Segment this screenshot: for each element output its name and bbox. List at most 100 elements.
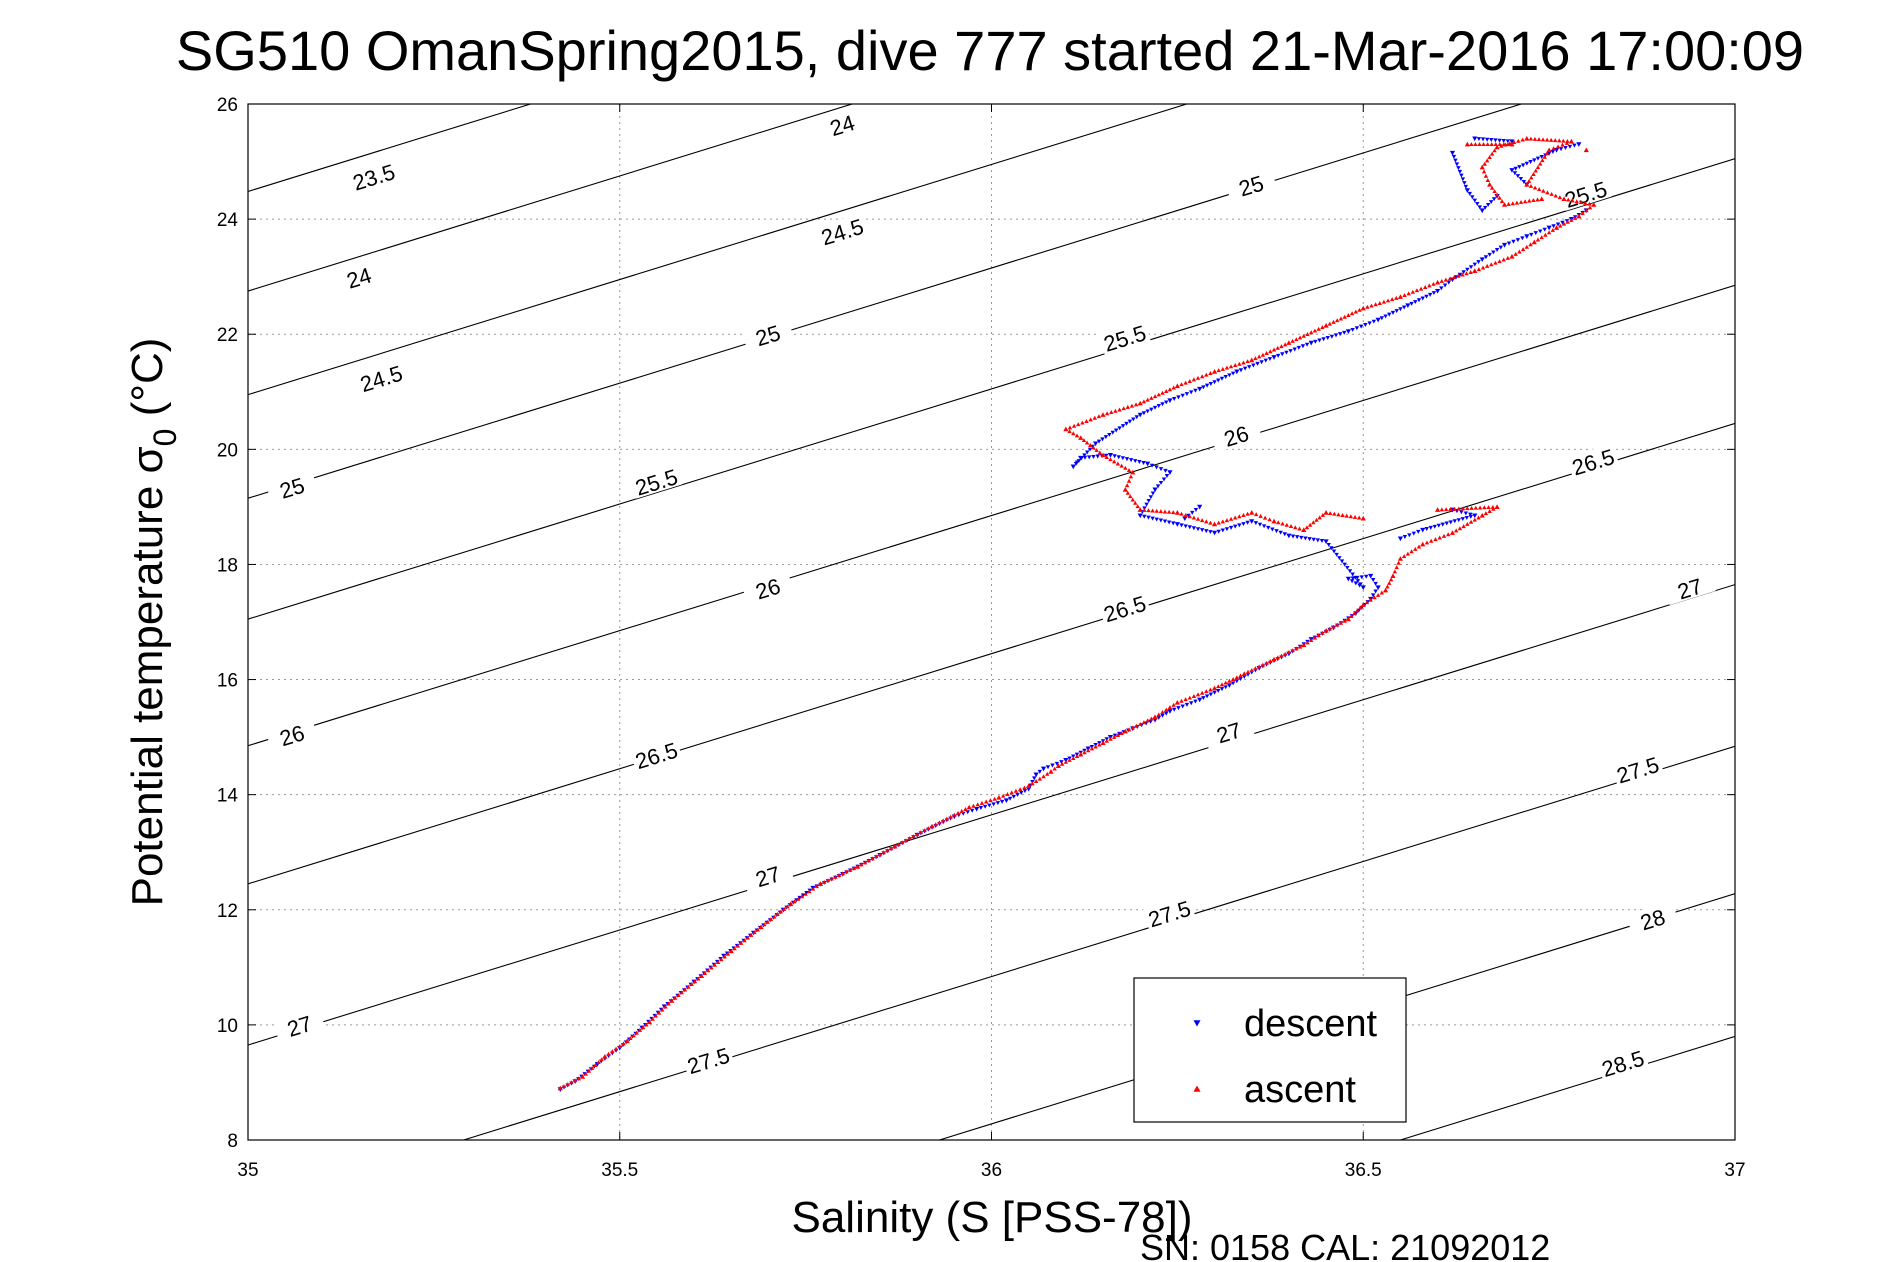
descent-point [1350,327,1355,332]
ascent-point [1141,399,1147,404]
ascent-point [907,836,912,841]
ascent-point [1122,728,1128,734]
legend-label-ascent: ascent [1244,1069,1356,1111]
ascent-point [1312,635,1318,640]
descent-point [1303,536,1308,541]
ascent-point [1574,199,1579,204]
ascent-point [844,869,849,874]
descent-point [1300,344,1306,349]
isopycnal-label-bg [347,158,400,194]
ascent-point [1537,187,1542,192]
ascent-point [1104,411,1110,416]
descent-point [1220,528,1226,533]
descent-point [1520,236,1525,241]
ascent-point [1340,513,1345,517]
descent-point [1100,437,1105,442]
descent-point [1337,332,1343,337]
isopycnal-label-bg [1626,900,1679,937]
ascent-point [1297,526,1302,531]
ascent-point [1528,183,1534,188]
descent-point [1375,585,1381,591]
ascent-point [1557,138,1562,143]
descent-point [1171,397,1177,401]
descent-point [1477,205,1482,210]
isopycnal-label-bg [815,106,869,142]
ascent-point [672,995,678,1000]
ascent-point [1109,410,1114,415]
ascent-point [1443,507,1449,512]
descent-point [1436,523,1441,528]
ascent-point [877,852,883,857]
descent-point [1520,163,1526,168]
ascent-point [1382,587,1389,593]
ascent-point [1484,158,1490,163]
descent-point [1148,719,1153,724]
descent-point [1188,701,1194,706]
ascent-point [940,818,946,823]
ascent-point [862,860,868,865]
ascent-point [569,1080,574,1085]
descent-point [1253,521,1259,526]
ascent-point [1309,330,1314,335]
ascent-point [589,1065,595,1070]
ascent-point [1388,577,1394,582]
descent-point [1497,138,1502,143]
ascent-point [1465,506,1470,511]
ascent-point [988,798,993,803]
ascent-point [1501,202,1508,207]
ascent-point [1115,732,1121,737]
descent-point [1267,357,1273,362]
ascent-point [735,943,741,948]
ascent-point [1352,611,1357,616]
ascent-point [1338,316,1344,321]
descent-point [1515,174,1521,179]
descent-point [1164,400,1169,405]
descent-point [1358,324,1364,329]
ascent-point [975,802,980,807]
ascent-point [1578,200,1584,205]
ascent-point [709,965,714,970]
descent-point [1329,334,1335,339]
descent-point [1290,534,1296,539]
ascent-point [836,873,842,878]
descent-point [1158,518,1164,523]
descent-point [1398,307,1403,312]
ascent-point [1276,520,1281,525]
isopycnal-label-bg [1611,751,1664,787]
ascent-point [1568,138,1575,144]
ascent-point [1076,422,1081,427]
y-axis-label: Potential temperature σ0 (°C) [123,338,183,907]
isopycnal-label-bg [1566,443,1620,479]
ascent-point [1439,278,1444,283]
descent-point [1468,512,1473,517]
descent-point [1353,575,1358,580]
ascent-point [1282,651,1288,656]
ascent-point [1126,467,1132,472]
descent-point [1294,535,1300,540]
ascent-point [712,962,717,967]
ascent-point [1097,450,1103,455]
ascent-point [1494,504,1500,509]
ascent-point [679,990,684,995]
descent-point [1424,294,1429,299]
descent-point [1234,369,1240,375]
descent-point [1227,373,1232,378]
descent-point [1164,474,1170,479]
ascent-point [1535,165,1541,170]
ascent-point [1286,340,1292,345]
isopycnal-label-bg [629,736,683,772]
legend-label-descent: descent [1244,1003,1378,1045]
descent-point [1315,538,1321,543]
ascent-point [1342,314,1347,319]
ascent-point [959,808,964,813]
descent-point [1117,731,1122,736]
ascent-point [738,940,744,945]
descent-point [1370,593,1376,598]
ascent-point [752,930,757,935]
descent-point [1413,300,1418,305]
y-tick-label: 22 [217,325,238,346]
ascent-point [1385,298,1391,303]
ascent-point [1583,147,1589,153]
ascent-point [922,828,927,833]
ascent-point [996,794,1002,800]
